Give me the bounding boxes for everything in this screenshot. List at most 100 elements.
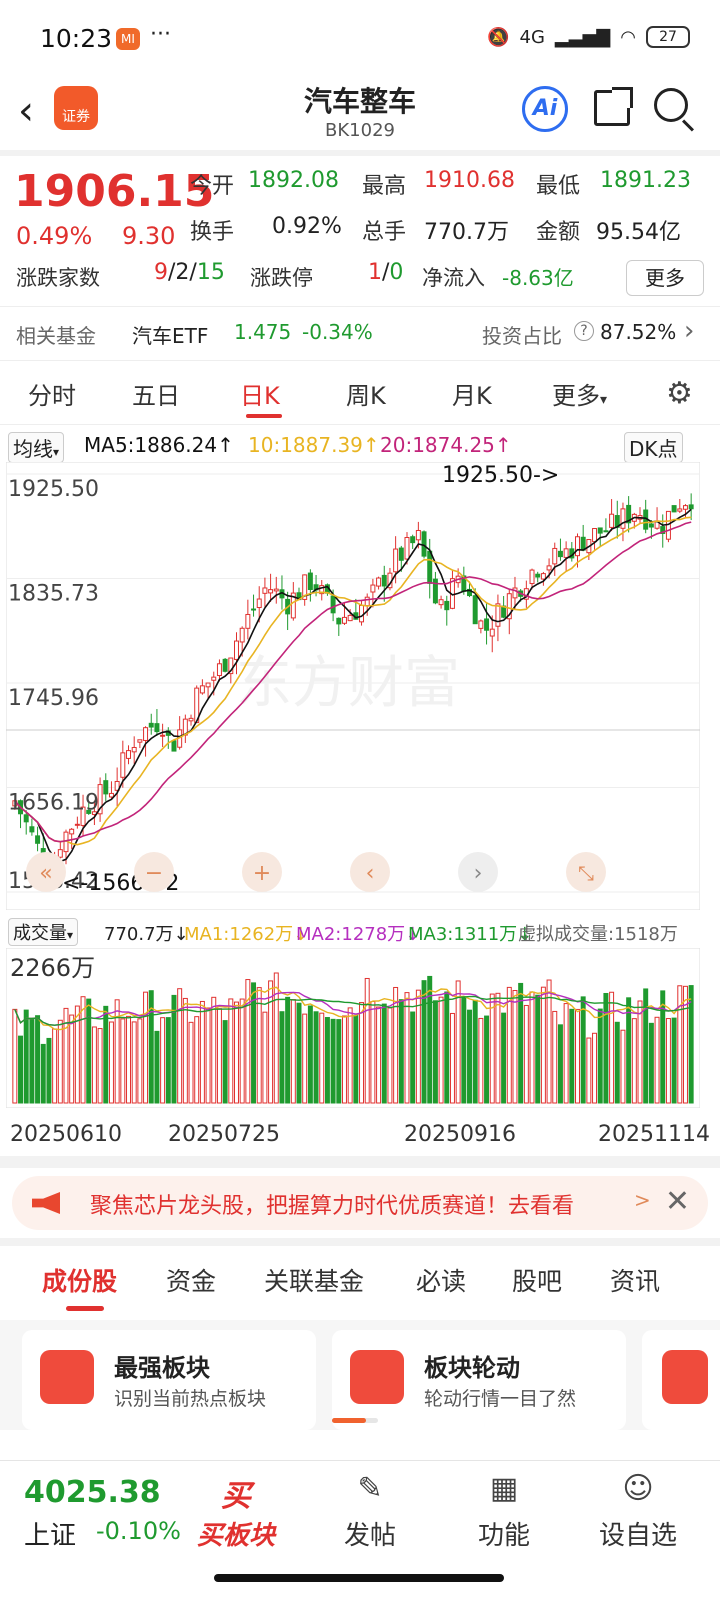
grid-icon: ▦ — [489, 1471, 519, 1506]
index-name: 上证 — [24, 1521, 77, 1551]
volume-bar — [410, 1011, 416, 1104]
candle-body — [103, 780, 109, 795]
ratio-label: 投资占比 — [482, 324, 562, 348]
chevron-right-icon: › — [684, 316, 695, 346]
ai-icon[interactable]: Ai — [522, 86, 568, 132]
help-icon[interactable]: ? — [574, 321, 594, 341]
tab-weekly-k[interactable]: 周K — [346, 382, 386, 410]
securities-logo-icon[interactable]: 证券 — [54, 86, 98, 130]
volume-bar — [438, 996, 444, 1104]
volume-chart[interactable]: 2266万 — [6, 948, 700, 1108]
volume-mode-select[interactable]: 成交量▾ — [8, 918, 79, 946]
candle-body — [97, 784, 103, 815]
tab-intraday[interactable]: 分时 — [28, 382, 76, 410]
back-icon[interactable]: ‹ — [18, 88, 34, 134]
volume-bar — [35, 1015, 41, 1104]
y-tick-label: 1656.19 — [8, 791, 99, 816]
candle-body — [427, 550, 433, 584]
search-icon[interactable] — [654, 88, 688, 122]
related-fund-row[interactable]: 相关基金 汽车ETF 1.475 -0.34% 投资占比 ? 87.52% › — [0, 316, 720, 362]
candle-body — [410, 536, 416, 544]
tab-constituents[interactable]: 成份股 — [42, 1267, 118, 1296]
tab-more[interactable]: 更多▾ — [552, 376, 607, 411]
volume-max-tick: 2266万 — [10, 954, 95, 982]
close-icon[interactable]: ✕ — [664, 1184, 690, 1219]
candle-body — [154, 723, 160, 733]
volume-bar — [597, 1008, 603, 1104]
tab-five-day[interactable]: 五日 — [132, 382, 180, 410]
ma-mode-select[interactable]: 均线▾ — [8, 432, 65, 463]
bottom-nav: 4025.38 上证 -0.10% 买 买板块 ✎ 发帖 ▦ 功能 ☺ 设自选 — [0, 1460, 720, 1560]
caret-down-icon: ▾ — [53, 445, 60, 459]
volume-bar — [609, 991, 615, 1104]
card-partial[interactable] — [642, 1330, 720, 1430]
next-control[interactable]: › — [458, 852, 498, 892]
candle-body — [148, 722, 154, 728]
dk-point-button[interactable]: DK点 — [624, 432, 683, 463]
netflow-label: 净流入 — [422, 266, 485, 290]
y-tick-label: 1835.73 — [8, 582, 99, 607]
candlestick-chart[interactable]: 东方财富 1925.501835.731745.961656.191566.42… — [6, 462, 700, 910]
volume-legend-row: 成交量▾ 770.7万↓ MA1:1262万↓ MA2:1278万↓ MA3:1… — [0, 918, 720, 948]
nav-buy-sector[interactable]: 买 买板块 — [186, 1471, 286, 1552]
quote-panel: 1906.15 0.49% 9.30 今开 1892.08 最高 1910.68… — [0, 160, 720, 310]
candle-body — [626, 504, 632, 524]
share-icon[interactable] — [594, 87, 633, 126]
candle-body — [620, 508, 626, 529]
volume-bar — [262, 1011, 268, 1104]
rewind-icon: « — [39, 861, 52, 886]
zoom-out-control[interactable]: − — [134, 852, 174, 892]
fullscreen-control[interactable]: ⤡ — [566, 852, 606, 892]
tab-more-label: 更多 — [552, 382, 600, 410]
wifi-icon: ◠ — [620, 26, 636, 48]
volume-bar — [398, 999, 404, 1104]
rewind-control[interactable]: « — [26, 852, 66, 892]
volume-bar — [131, 1021, 137, 1104]
low-value: 1891.23 — [600, 168, 691, 193]
tab-must-read[interactable]: 必读 — [416, 1267, 467, 1296]
candle-body — [69, 828, 75, 835]
volume-bar — [171, 994, 177, 1104]
volume-bar — [57, 1019, 63, 1104]
volume-bar — [592, 1032, 598, 1104]
feature-cards: 最强板块 识别当前热点板块 板块轮动 轮动行情一目了然 — [0, 1320, 720, 1430]
tab-monthly-k[interactable]: 月K — [452, 382, 492, 410]
tab-related-funds[interactable]: 关联基金 — [264, 1267, 365, 1296]
nav-functions[interactable]: ▦ 功能 — [454, 1471, 554, 1552]
candle-body — [609, 513, 615, 528]
y-tick-label: 1745.96 — [8, 686, 99, 711]
index-change: -0.10% — [96, 1517, 181, 1545]
candle-body — [563, 548, 569, 558]
volume-bar — [143, 991, 149, 1104]
candle-body — [506, 593, 512, 620]
promo-banner[interactable]: 聚焦芯片龙头股，把握算力时代优质赛道！去看看 > ✕ — [12, 1176, 708, 1230]
banner-text[interactable]: 聚焦芯片龙头股，把握算力时代优质赛道！去看看 — [90, 1194, 575, 1219]
mi-badge-icon: MI — [116, 28, 140, 50]
breadth-separator: / — [168, 260, 176, 285]
limit-separator: / — [382, 260, 390, 285]
candle-body — [682, 505, 688, 510]
volume-bar — [660, 990, 666, 1104]
prev-control[interactable]: ‹ — [350, 852, 390, 892]
candle-body — [29, 826, 35, 833]
card-sector-rotation[interactable]: 板块轮动 轮动行情一目了然 — [332, 1330, 626, 1430]
tab-forum[interactable]: 股吧 — [512, 1267, 563, 1296]
tab-daily-k[interactable]: 日K — [240, 382, 280, 410]
change-value: 9.30 — [122, 222, 176, 250]
tab-news[interactable]: 资讯 — [610, 1267, 661, 1296]
card-strongest-sector[interactable]: 最强板块 识别当前热点板块 — [22, 1330, 316, 1430]
low-label: 最低 — [536, 174, 581, 199]
volume-bar — [478, 1017, 484, 1104]
expand-icon: ⤡ — [578, 861, 594, 885]
more-button[interactable]: 更多 — [626, 260, 704, 296]
nav-post[interactable]: ✎ 发帖 — [320, 1471, 420, 1552]
home-indicator[interactable] — [214, 1574, 504, 1582]
x-tick: 20251114 — [598, 1122, 710, 1147]
volume-bar — [194, 1016, 200, 1104]
zoom-in-control[interactable]: + — [242, 852, 282, 892]
gear-icon[interactable]: ⚙ — [666, 376, 693, 411]
volume-bar — [484, 1015, 490, 1104]
caret-down-icon: ▾ — [600, 392, 608, 408]
tab-funds-flow[interactable]: 资金 — [166, 1267, 217, 1296]
nav-add-watchlist[interactable]: ☺ 设自选 — [588, 1471, 688, 1552]
